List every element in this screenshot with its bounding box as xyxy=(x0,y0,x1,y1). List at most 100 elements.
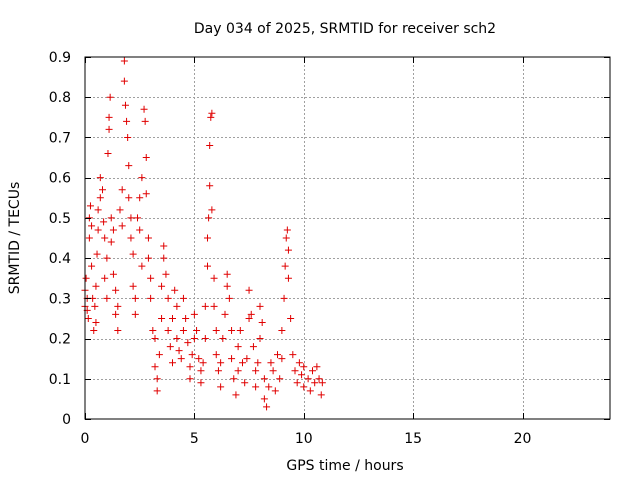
data-point xyxy=(101,234,109,242)
data-point xyxy=(284,274,292,282)
data-point xyxy=(109,226,117,234)
data-point xyxy=(283,226,291,234)
data-point xyxy=(195,355,203,363)
data-point xyxy=(243,355,251,363)
data-point xyxy=(171,286,179,294)
data-point xyxy=(282,234,290,242)
data-point xyxy=(247,310,255,318)
data-point xyxy=(219,335,227,343)
data-point xyxy=(267,359,275,367)
data-point xyxy=(142,154,150,162)
data-point xyxy=(284,246,292,254)
data-point xyxy=(144,254,152,262)
data-point xyxy=(85,214,93,222)
data-point xyxy=(201,302,209,310)
data-point xyxy=(169,359,176,367)
data-point xyxy=(114,302,122,310)
data-point xyxy=(281,262,289,270)
data-point xyxy=(201,335,209,343)
data-point xyxy=(120,57,128,65)
data-point xyxy=(82,274,90,282)
data-point xyxy=(228,355,236,363)
data-point xyxy=(274,351,281,359)
data-point xyxy=(106,93,114,101)
data-point xyxy=(151,363,159,371)
data-point xyxy=(249,343,257,351)
data-point xyxy=(280,294,288,302)
data-point xyxy=(164,327,172,335)
data-point xyxy=(278,327,286,335)
data-point xyxy=(94,206,102,214)
data-point xyxy=(88,262,96,270)
y-tick-label: 0.9 xyxy=(49,50,71,66)
data-point xyxy=(94,226,102,234)
data-point xyxy=(263,403,271,411)
x-axis-tick-labels: 0 5 10 15 20 xyxy=(81,431,532,447)
data-point xyxy=(228,327,236,335)
y-axis-label: SRMTID / TECUs xyxy=(7,182,23,295)
data-point xyxy=(138,262,146,270)
data-point xyxy=(138,174,146,182)
data-point xyxy=(254,359,262,367)
data-point xyxy=(291,367,299,375)
data-point xyxy=(99,186,106,194)
data-point xyxy=(107,238,115,246)
y-tick-label: 0.8 xyxy=(49,90,71,106)
data-point xyxy=(252,383,260,391)
data-point xyxy=(153,387,161,395)
data-point xyxy=(306,387,314,395)
data-point xyxy=(298,371,306,379)
data-point xyxy=(109,270,117,278)
x-tick-label: 5 xyxy=(190,431,199,447)
data-point xyxy=(208,206,216,214)
data-point xyxy=(112,310,120,318)
data-point xyxy=(232,391,240,399)
data-point xyxy=(217,383,225,391)
data-point xyxy=(234,367,242,375)
data-point xyxy=(186,375,194,383)
data-point xyxy=(289,351,297,359)
data-point xyxy=(258,318,266,326)
data-point xyxy=(252,367,260,375)
data-point xyxy=(160,254,168,262)
data-point xyxy=(88,222,96,230)
y-tick-label: 0.6 xyxy=(49,171,71,187)
data-point xyxy=(127,214,135,222)
data-point xyxy=(96,194,104,202)
data-point xyxy=(293,379,301,387)
data-point xyxy=(104,150,112,158)
data-point xyxy=(245,286,253,294)
data-point xyxy=(313,363,321,371)
data-point xyxy=(239,359,246,367)
data-point xyxy=(269,367,277,375)
data-point xyxy=(317,391,325,399)
data-point xyxy=(158,314,166,322)
data-point xyxy=(206,182,214,190)
data-point xyxy=(223,282,231,290)
data-point xyxy=(300,363,308,371)
data-point xyxy=(179,294,187,302)
data-point xyxy=(127,234,135,242)
data-point xyxy=(208,109,216,117)
axis-ticks xyxy=(85,57,610,420)
data-point xyxy=(184,339,192,347)
data-point xyxy=(166,343,174,351)
data-point xyxy=(91,302,99,310)
data-point xyxy=(153,375,161,383)
data-point xyxy=(234,343,242,351)
data-point xyxy=(100,218,108,226)
data-point xyxy=(84,314,92,322)
data-point xyxy=(103,294,111,302)
data-point xyxy=(96,174,104,182)
data-point xyxy=(199,359,207,367)
data-point xyxy=(164,294,172,302)
data-point xyxy=(318,379,326,387)
data-point xyxy=(311,379,319,387)
x-tick-label: 15 xyxy=(404,431,422,447)
data-point xyxy=(112,286,120,294)
data-point xyxy=(173,335,181,343)
data-point xyxy=(103,254,111,262)
data-point xyxy=(260,375,268,383)
data-point xyxy=(86,202,94,210)
